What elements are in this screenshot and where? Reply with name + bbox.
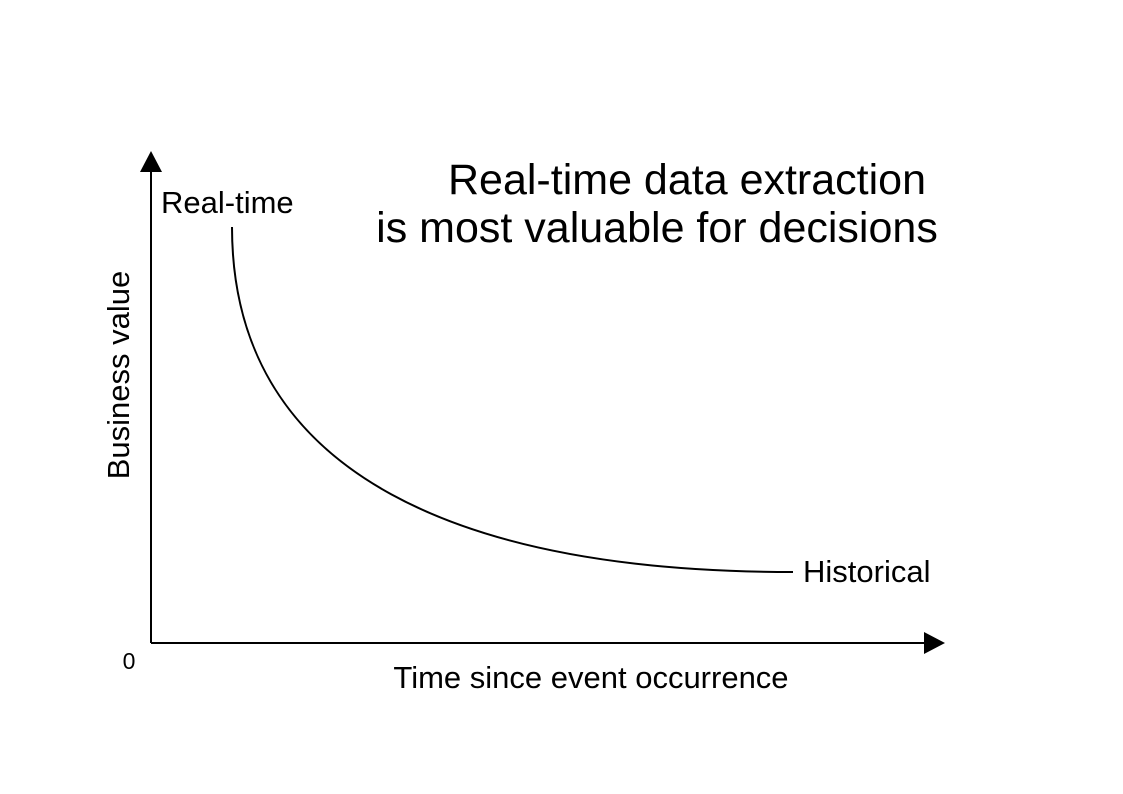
diagram-title-line-2: is most valuable for decisions: [376, 204, 938, 252]
historical-label: Historical: [803, 554, 930, 589]
y-axis-arrowhead: [140, 151, 162, 172]
diagram-title-line-1: Real-time data extraction: [448, 156, 926, 204]
x-axis-arrowhead: [924, 632, 945, 654]
y-axis-label: Business value: [101, 271, 136, 480]
value-decay-curve: [231, 226, 794, 573]
origin-label: 0: [123, 648, 136, 674]
real-time-label: Real-time: [161, 185, 294, 220]
x-axis-label: Time since event occurrence: [393, 660, 788, 695]
